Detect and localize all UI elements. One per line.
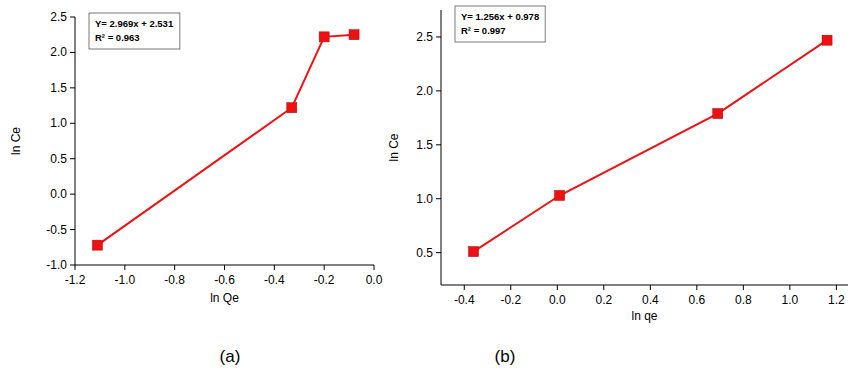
y-tick <box>70 229 75 230</box>
chart-svg: -1.2-1.0-0.8-0.6-0.4-0.20.0-1.0-0.50.00.… <box>0 0 851 378</box>
data-point <box>555 190 565 200</box>
y-tick-label: 1.0 <box>416 192 433 206</box>
y-tick-label: 2.5 <box>416 30 433 44</box>
y-tick-label: -1.0 <box>46 258 67 272</box>
plot-area <box>92 30 359 250</box>
y-tick-label: 0.5 <box>50 152 67 166</box>
x-tick <box>650 285 651 290</box>
x-tick-label: 0.0 <box>549 293 566 307</box>
y-tick <box>436 252 441 253</box>
y-axis-label: ln Ce <box>387 133 401 161</box>
x-tick <box>510 285 511 290</box>
annotation-box <box>89 13 180 49</box>
x-tick <box>696 285 697 290</box>
data-point <box>319 32 329 42</box>
annotation-box <box>455 6 545 42</box>
y-tick <box>70 194 75 195</box>
x-tick <box>464 285 465 290</box>
x-tick <box>557 285 558 290</box>
x-tick-label: -1.0 <box>114 273 135 287</box>
annotation: Y= 2.969x + 2.531 R² = 0.963 <box>89 13 180 49</box>
x-tick <box>789 285 790 290</box>
subplot: -0.4 -0.2 0.0 0.2 0.4 0.6 0.8 1.0 1.2 0.5 1.0 1.5 2.… <box>387 6 848 366</box>
figure: -1.2-1.0-0.8-0.6-0.4-0.20.0-1.0-0.50.00.… <box>0 0 851 378</box>
x-axis-label: ln Qe <box>210 291 239 305</box>
x-tick-label: 1.2 <box>828 293 845 307</box>
data-point <box>92 240 102 250</box>
x-tick <box>324 265 325 270</box>
y-axis <box>441 10 442 285</box>
x-tick-label: -0.2 <box>500 293 521 307</box>
annotation-text: Y= 2.969x + 2.531 <box>95 18 174 29</box>
x-axis <box>441 285 848 286</box>
data-line <box>474 40 828 251</box>
y-tick-label: 1.5 <box>50 81 67 95</box>
y-tick-label: 0.5 <box>416 246 433 260</box>
data-point <box>287 103 297 113</box>
x-tick <box>743 285 744 290</box>
x-tick-label: -0.6 <box>214 273 235 287</box>
y-tick <box>436 90 441 91</box>
x-tick-label: 0.4 <box>642 293 659 307</box>
y-tick <box>70 265 75 266</box>
x-tick-label: -0.8 <box>164 273 185 287</box>
y-axis <box>75 17 76 265</box>
y-tick-label: 1.5 <box>416 138 433 152</box>
x-tick <box>374 265 375 270</box>
caption: (b) <box>495 347 516 366</box>
y-tick-label: 1.0 <box>50 116 67 130</box>
x-tick <box>274 265 275 270</box>
annotation-text: R² = 0.997 <box>461 25 506 36</box>
subplot: -1.2-1.0-0.8-0.6-0.4-0.20.0-1.0-0.50.00.… <box>9 10 383 366</box>
y-tick <box>436 144 441 145</box>
annotation-text: Y= 1.256x + 0.978 <box>461 11 539 22</box>
x-tick <box>124 265 125 270</box>
annotation-text: R² = 0.963 <box>95 32 140 43</box>
data-point <box>822 35 832 45</box>
x-tick-label: 0.0 <box>366 273 383 287</box>
x-tick-label: -1.2 <box>65 273 86 287</box>
plot-area <box>469 35 833 256</box>
y-tick <box>436 198 441 199</box>
y-tick <box>436 36 441 37</box>
x-tick-label: 0.8 <box>735 293 752 307</box>
x-tick <box>224 265 225 270</box>
annotation: Y= 1.256x + 0.978 R² = 0.997 <box>455 6 545 42</box>
y-tick <box>70 17 75 18</box>
caption: (a) <box>220 347 241 366</box>
y-tick-label: 2.0 <box>50 45 67 59</box>
x-tick-label: 1.0 <box>782 293 799 307</box>
data-point <box>713 109 723 119</box>
x-tick-label: -0.2 <box>314 273 335 287</box>
y-tick <box>70 87 75 88</box>
y-tick-label: 0.0 <box>50 187 67 201</box>
y-axis-label: ln Ce <box>9 127 23 155</box>
x-tick-label: 0.2 <box>595 293 612 307</box>
y-tick <box>70 158 75 159</box>
data-line <box>97 35 354 245</box>
x-tick <box>836 285 837 290</box>
y-tick <box>70 123 75 124</box>
y-tick-label: -0.5 <box>46 223 67 237</box>
data-point <box>349 30 359 40</box>
x-tick-label: -0.4 <box>454 293 475 307</box>
x-tick <box>603 285 604 290</box>
y-tick-label: 2.5 <box>50 10 67 24</box>
x-tick <box>174 265 175 270</box>
x-tick <box>75 265 76 270</box>
data-point <box>469 247 479 257</box>
y-tick <box>70 52 75 53</box>
x-axis-label: ln qe <box>631 309 657 323</box>
x-tick-label: -0.4 <box>264 273 285 287</box>
x-tick-label: 0.6 <box>688 293 705 307</box>
y-tick-label: 2.0 <box>416 84 433 98</box>
